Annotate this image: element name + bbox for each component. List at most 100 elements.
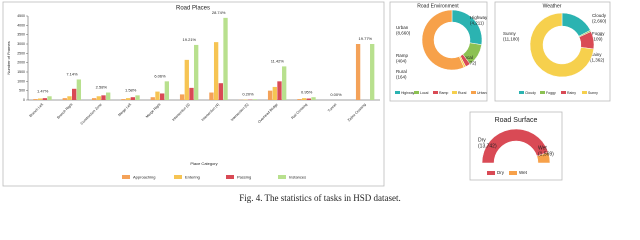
y-tick-label: 3500 bbox=[17, 33, 25, 37]
percent-label: 0.20% bbox=[242, 91, 254, 96]
bar bbox=[194, 44, 199, 100]
slice-label: Rural bbox=[396, 69, 407, 74]
bar bbox=[160, 93, 165, 100]
percent-label: 11.42% bbox=[271, 58, 285, 63]
bar bbox=[106, 92, 111, 100]
percent-label: 1.47% bbox=[37, 88, 49, 93]
legend-label: Approaching bbox=[133, 175, 155, 180]
bar bbox=[277, 81, 282, 100]
y-tick-label: 500 bbox=[19, 89, 25, 93]
legend-label: Passing bbox=[237, 175, 251, 180]
percent-label: 0.00% bbox=[330, 92, 342, 97]
bar bbox=[272, 86, 277, 100]
figure: Fig. 4. The statistics of tasks in HSD d… bbox=[2, 1, 611, 203]
percent-label: 2.58% bbox=[96, 85, 108, 90]
legend-swatch bbox=[487, 171, 495, 175]
bar bbox=[91, 98, 97, 100]
bar bbox=[213, 42, 219, 100]
slice-label: Wet bbox=[538, 145, 547, 151]
slice-value: (2,660) bbox=[592, 19, 607, 24]
legend-swatch bbox=[561, 91, 566, 94]
percent-label: 28.74% bbox=[212, 10, 226, 15]
bar bbox=[218, 83, 223, 100]
bar bbox=[189, 87, 194, 100]
slice-label: Ramp bbox=[396, 53, 409, 58]
x-axis-label: Place Category bbox=[190, 161, 217, 166]
bar bbox=[72, 88, 77, 100]
slice bbox=[529, 12, 595, 78]
legend-label: Urban bbox=[477, 91, 487, 95]
slice-value: (11,180) bbox=[503, 37, 520, 42]
slice-label: Dry bbox=[478, 137, 486, 143]
bar bbox=[62, 98, 67, 100]
percent-label: 19.77% bbox=[359, 36, 373, 41]
bar bbox=[150, 97, 155, 100]
bar bbox=[164, 81, 170, 100]
bar bbox=[135, 95, 140, 100]
slice bbox=[536, 151, 551, 164]
slice-value: (164) bbox=[396, 75, 407, 80]
slice-label: Local bbox=[462, 55, 473, 60]
legend-label: Instances bbox=[289, 175, 306, 180]
bar bbox=[306, 98, 311, 100]
legend-swatch bbox=[433, 91, 438, 94]
legend-swatch bbox=[582, 91, 587, 94]
bar bbox=[223, 17, 228, 100]
slice bbox=[421, 9, 465, 71]
legend-label: Wet bbox=[519, 170, 528, 175]
bar bbox=[96, 96, 101, 100]
percent-label: 19.21% bbox=[183, 37, 197, 42]
bar bbox=[252, 99, 258, 100]
slice-label: Cloudy bbox=[592, 13, 607, 18]
bar bbox=[267, 90, 273, 100]
legend-swatch bbox=[226, 175, 234, 179]
legend-swatch bbox=[471, 91, 476, 94]
percent-label: 1.58% bbox=[125, 87, 137, 92]
bar bbox=[125, 98, 131, 100]
y-tick-label: 3000 bbox=[17, 42, 25, 46]
x-tick-label: Tunnel bbox=[327, 102, 337, 112]
bar bbox=[179, 94, 185, 100]
legend-swatch bbox=[122, 175, 130, 179]
bar bbox=[37, 98, 43, 100]
legend-swatch bbox=[278, 175, 286, 179]
legend-label: Rural bbox=[458, 91, 467, 95]
legend-swatch bbox=[509, 171, 517, 175]
bar bbox=[47, 96, 52, 100]
bar bbox=[101, 95, 106, 100]
legend-label: Highway bbox=[401, 91, 415, 95]
legend-swatch bbox=[519, 91, 524, 94]
legend-swatch bbox=[174, 175, 182, 179]
legend-label: Cloudy bbox=[525, 91, 536, 95]
slice-value: (13,742) bbox=[478, 143, 497, 149]
bar bbox=[370, 44, 375, 100]
slice-value: (1,362) bbox=[590, 58, 605, 63]
bar bbox=[42, 98, 47, 100]
bar bbox=[355, 44, 361, 100]
bar bbox=[297, 99, 302, 100]
bar bbox=[209, 92, 214, 100]
legend-label: Rainy bbox=[567, 91, 576, 95]
y-tick-label: 4000 bbox=[17, 23, 25, 27]
slice-value: (1,569) bbox=[538, 151, 554, 157]
legend-label: Local bbox=[420, 91, 429, 95]
percent-label: 0.95% bbox=[301, 89, 313, 94]
y-tick-label: 1000 bbox=[17, 79, 25, 83]
slice-label: Rainy bbox=[590, 52, 602, 57]
chart-title: Road Places bbox=[176, 6, 210, 12]
y-tick-label: 0 bbox=[23, 98, 25, 102]
legend-label: Ramp bbox=[439, 91, 448, 95]
chart-title: Road Environment bbox=[417, 3, 459, 9]
slice-value: (4,211) bbox=[470, 21, 484, 26]
bar bbox=[155, 91, 160, 100]
slice-label: Highway bbox=[470, 15, 488, 20]
legend-swatch bbox=[395, 91, 400, 94]
panel bbox=[469, 111, 563, 181]
legend-swatch bbox=[452, 91, 457, 94]
bar bbox=[121, 99, 126, 100]
slice-label: Sunny bbox=[503, 31, 517, 36]
slice-label: Urban bbox=[396, 25, 409, 30]
legend-swatch bbox=[414, 91, 419, 94]
bar bbox=[282, 66, 287, 100]
slice-value: (109) bbox=[592, 37, 603, 42]
